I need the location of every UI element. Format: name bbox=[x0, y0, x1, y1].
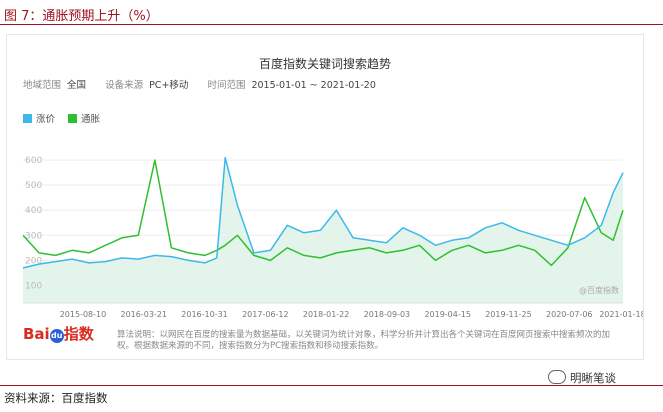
series-area-fill bbox=[23, 157, 623, 303]
line-chart: 100 200 300 400 500 600 2015-08-10 2016-03-21 20… bbox=[22, 156, 643, 319]
wechat-icon bbox=[548, 370, 566, 384]
filter-region-value[interactable]: 全国 bbox=[67, 80, 87, 91]
baidu-index-logo: Baidu指数 bbox=[23, 325, 94, 343]
legend-swatch-series1 bbox=[23, 114, 32, 123]
legend-label-series1: 涨价 bbox=[36, 114, 56, 125]
y-tick-label: 200 bbox=[25, 256, 42, 266]
y-tick-label: 500 bbox=[25, 181, 42, 191]
figure-title: 图 7：通胀预期上升（%） bbox=[4, 9, 159, 24]
legend-swatch-series2 bbox=[68, 114, 78, 123]
footer-rule bbox=[0, 385, 663, 386]
source-note: 资料来源：百度指数 bbox=[4, 391, 108, 405]
filter-device-label: 设备来源 bbox=[105, 80, 144, 91]
legend-item-series1[interactable]: 涨价 bbox=[23, 114, 55, 125]
x-tick-label: 2021-01-18 bbox=[599, 310, 643, 319]
chart-legend: 涨价 通胀 bbox=[23, 111, 110, 125]
filter-bar: 地域范围 全国 设备来源 PC+移动 时间范围 2015-01-01 ~ 2021-0… bbox=[23, 77, 392, 91]
series-line-1 bbox=[22, 156, 624, 269]
filter-time-value[interactable]: 2015-01-01 ~ 2021-01-20 bbox=[251, 80, 376, 91]
chart-watermark: @百度指数 bbox=[579, 285, 619, 295]
filter-device-value[interactable]: PC+移动 bbox=[149, 80, 189, 91]
filter-time-label: 时间范围 bbox=[207, 80, 246, 91]
x-tick-label: 2015-08-10 bbox=[60, 310, 107, 319]
series-line-2 bbox=[22, 159, 624, 267]
chart-title: 百度指数关键词搜索趋势 bbox=[258, 57, 391, 71]
x-tick-label: 2018-01-22 bbox=[303, 310, 350, 319]
x-tick-label: 2020-07-06 bbox=[546, 310, 593, 319]
y-tick-label: 400 bbox=[25, 206, 42, 216]
filter-region-label: 地域范围 bbox=[23, 80, 62, 91]
brand-name: 明晰笔谈 bbox=[570, 371, 616, 385]
baidu-index-panel: 百度指数关键词搜索趋势 地域范围 全国 设备来源 PC+移动 时间范围 2015-01… bbox=[6, 34, 644, 360]
x-tick-label: 2019-04-15 bbox=[424, 310, 471, 319]
title-rule bbox=[0, 24, 663, 25]
y-tick-label: 300 bbox=[25, 231, 42, 241]
legend-item-series2[interactable]: 通胀 bbox=[68, 114, 100, 125]
brand-badge: 明晰笔谈 bbox=[548, 370, 616, 386]
x-tick-label: 2016-03-21 bbox=[121, 310, 168, 319]
y-tick-label: 600 bbox=[25, 156, 42, 166]
y-tick-label: 100 bbox=[25, 281, 42, 291]
x-tick-label: 2016-10-31 bbox=[181, 310, 228, 319]
algorithm-note: 算法说明：以网民在百度的搜索量为数据基础，以关键词为统计对象，科学分析并计算出各… bbox=[117, 330, 611, 351]
x-tick-label: 2018-09-03 bbox=[364, 310, 411, 319]
x-tick-label: 2019-11-25 bbox=[485, 310, 532, 319]
x-tick-label: 2017-06-12 bbox=[242, 310, 289, 319]
legend-label-series2: 通胀 bbox=[81, 114, 101, 125]
